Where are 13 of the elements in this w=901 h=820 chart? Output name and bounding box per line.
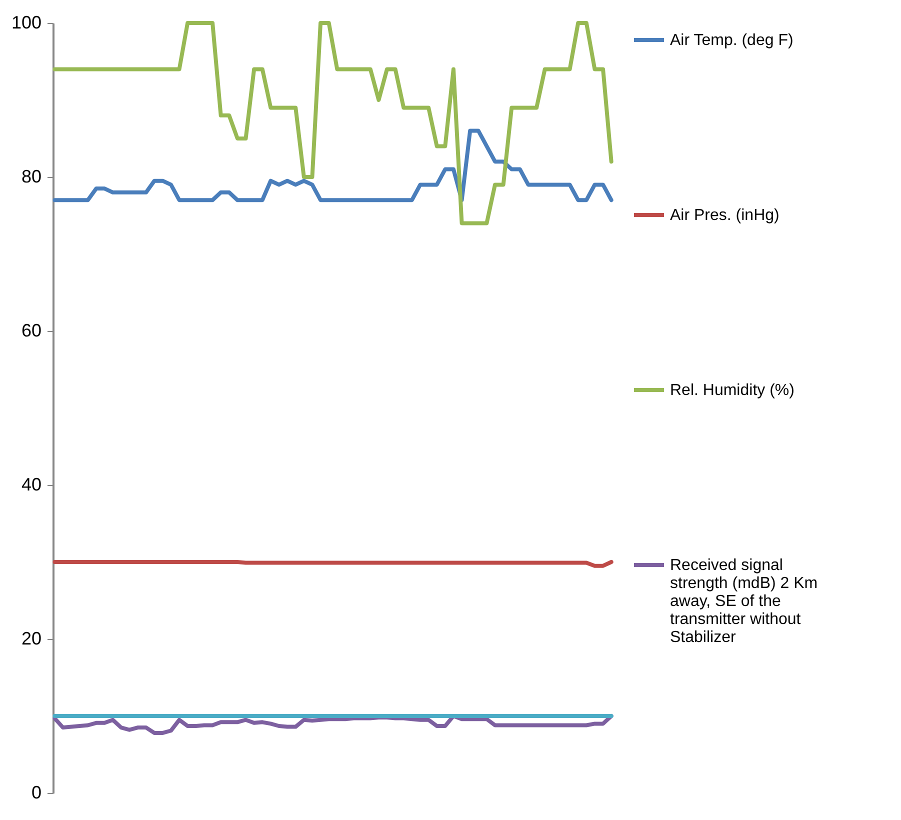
line-series <box>52 714 614 735</box>
y-tick-label: 60 <box>21 320 42 340</box>
legend-label: Received signal strength (mdB) 2 Km away, SE of the transmitter without Stabilizer <box>670 557 818 646</box>
y-tick-label: 20 <box>21 628 42 648</box>
legend-label: Air Pres. (inHg) <box>670 207 780 224</box>
legend-label: Rel. Humidity (%) <box>670 382 794 399</box>
y-tick-label: 40 <box>21 474 42 494</box>
y-tick-label: 80 <box>21 166 42 186</box>
line-series <box>52 21 614 226</box>
legend-label: Air Temp. (deg F) <box>670 32 794 49</box>
y-tick-label: 0 <box>31 782 42 802</box>
line-series <box>52 128 614 202</box>
y-tick-label: 100 <box>11 12 42 32</box>
